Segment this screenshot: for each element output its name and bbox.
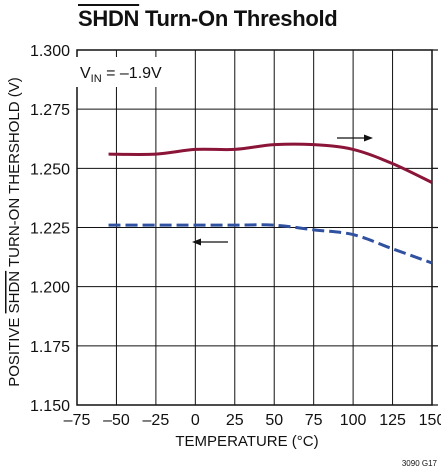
x-tick-label: 0 xyxy=(191,412,200,429)
x-tick-label: –25 xyxy=(143,412,170,429)
y-axis-label-prefix: POSITIVE xyxy=(6,313,23,386)
y-tick-label: 1.225 xyxy=(30,221,70,238)
annotation-v: V xyxy=(80,65,91,82)
x-tick-label: 50 xyxy=(265,412,283,429)
annotation-value: = –1.9V xyxy=(102,65,162,82)
figure-id: 3090 G17 xyxy=(402,459,438,468)
x-tick-label: 75 xyxy=(305,412,323,429)
direction-arrows xyxy=(192,134,373,246)
y-tick-label: 1.200 xyxy=(30,280,70,297)
annotation-background xyxy=(72,57,178,87)
x-tick-label: 125 xyxy=(379,412,406,429)
y-tick-label: 1.175 xyxy=(30,339,70,356)
y-axis-label-overline: SHDN xyxy=(6,271,23,314)
y-axis-label: POSITIVE SHDN TURN-ON THERSHOLD (V) xyxy=(6,77,23,387)
y-axis-label-suffix: TURN-ON THERSHOLD (V) xyxy=(6,77,23,271)
annotation-vin: VIN = –1.9V xyxy=(80,65,162,85)
x-tick-label: –50 xyxy=(103,412,130,429)
chart-title-rest: Turn-On Threshold xyxy=(139,6,338,31)
annotation-subscript: IN xyxy=(91,73,102,85)
chart-title: SHDN Turn-On Threshold xyxy=(78,6,338,32)
y-tick-label: 1.150 xyxy=(30,398,70,415)
y-tick-label: 1.250 xyxy=(30,161,70,178)
series-lines xyxy=(108,142,433,265)
direction-arrow-right xyxy=(337,134,373,142)
x-tick-label: 25 xyxy=(226,412,244,429)
x-tick-label: –75 xyxy=(64,412,91,429)
chart-title-overline: SHDN xyxy=(78,6,140,31)
y-tick-label: 1.300 xyxy=(30,43,70,60)
x-tick-labels: –75 –50 –25 0 25 50 75 100 125 150 xyxy=(64,412,441,429)
series-line-2 xyxy=(108,223,433,265)
y-tick-labels: 1.150 1.175 1.200 1.225 1.250 1.275 1.300 xyxy=(30,43,70,415)
y-tick-label: 1.275 xyxy=(30,102,70,119)
x-tick-label: 100 xyxy=(340,412,367,429)
x-tick-label: 150 xyxy=(419,412,441,429)
right-tick-marks xyxy=(432,49,438,406)
x-axis-label: TEMPERATURE (°C) xyxy=(175,433,318,450)
grid-lines xyxy=(77,50,432,405)
direction-arrow-left xyxy=(192,238,228,246)
series-line-1 xyxy=(108,142,433,184)
